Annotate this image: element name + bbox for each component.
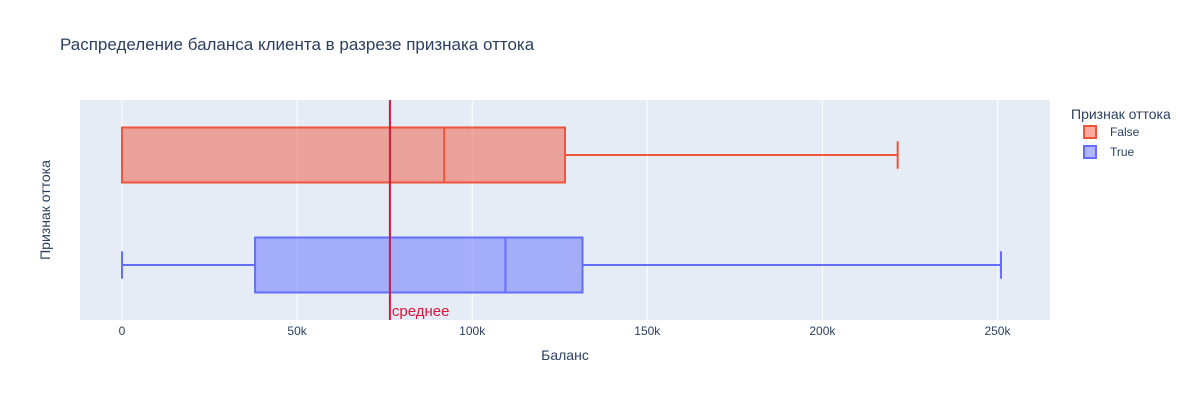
box-true [121, 236, 1002, 294]
x-tick-label: 0 [119, 324, 126, 338]
box-iqr [121, 126, 566, 184]
legend-label: True [1110, 145, 1135, 159]
legend-item-true: True [1083, 145, 1135, 159]
legend-swatch [1083, 125, 1097, 139]
box-iqr [254, 236, 584, 294]
x-tick-label: 100k [459, 324, 486, 338]
legend-title: Признак оттока [1071, 106, 1171, 122]
legend-swatch [1083, 145, 1097, 159]
x-tick-label: 200k [809, 324, 836, 338]
x-axis-ticks: 0 50k 100k 150k 200k 250k [119, 324, 1012, 338]
boxes [121, 126, 1002, 294]
mean-label: среднее [392, 303, 450, 320]
mean-reference: среднее [388, 100, 450, 320]
x-axis-title: Баланс [541, 347, 589, 363]
x-tick-label: 250k [984, 324, 1011, 338]
x-tick-label: 150k [634, 324, 661, 338]
legend: Признак оттока False True [1071, 106, 1171, 159]
legend-label: False [1110, 125, 1140, 139]
chart-title: Распределение баланса клиента в разрезе … [60, 35, 535, 54]
box-false [121, 126, 899, 184]
legend-item-false: False [1083, 125, 1140, 139]
y-axis-title: Признак оттока [37, 160, 53, 260]
x-tick-label: 50k [287, 324, 307, 338]
